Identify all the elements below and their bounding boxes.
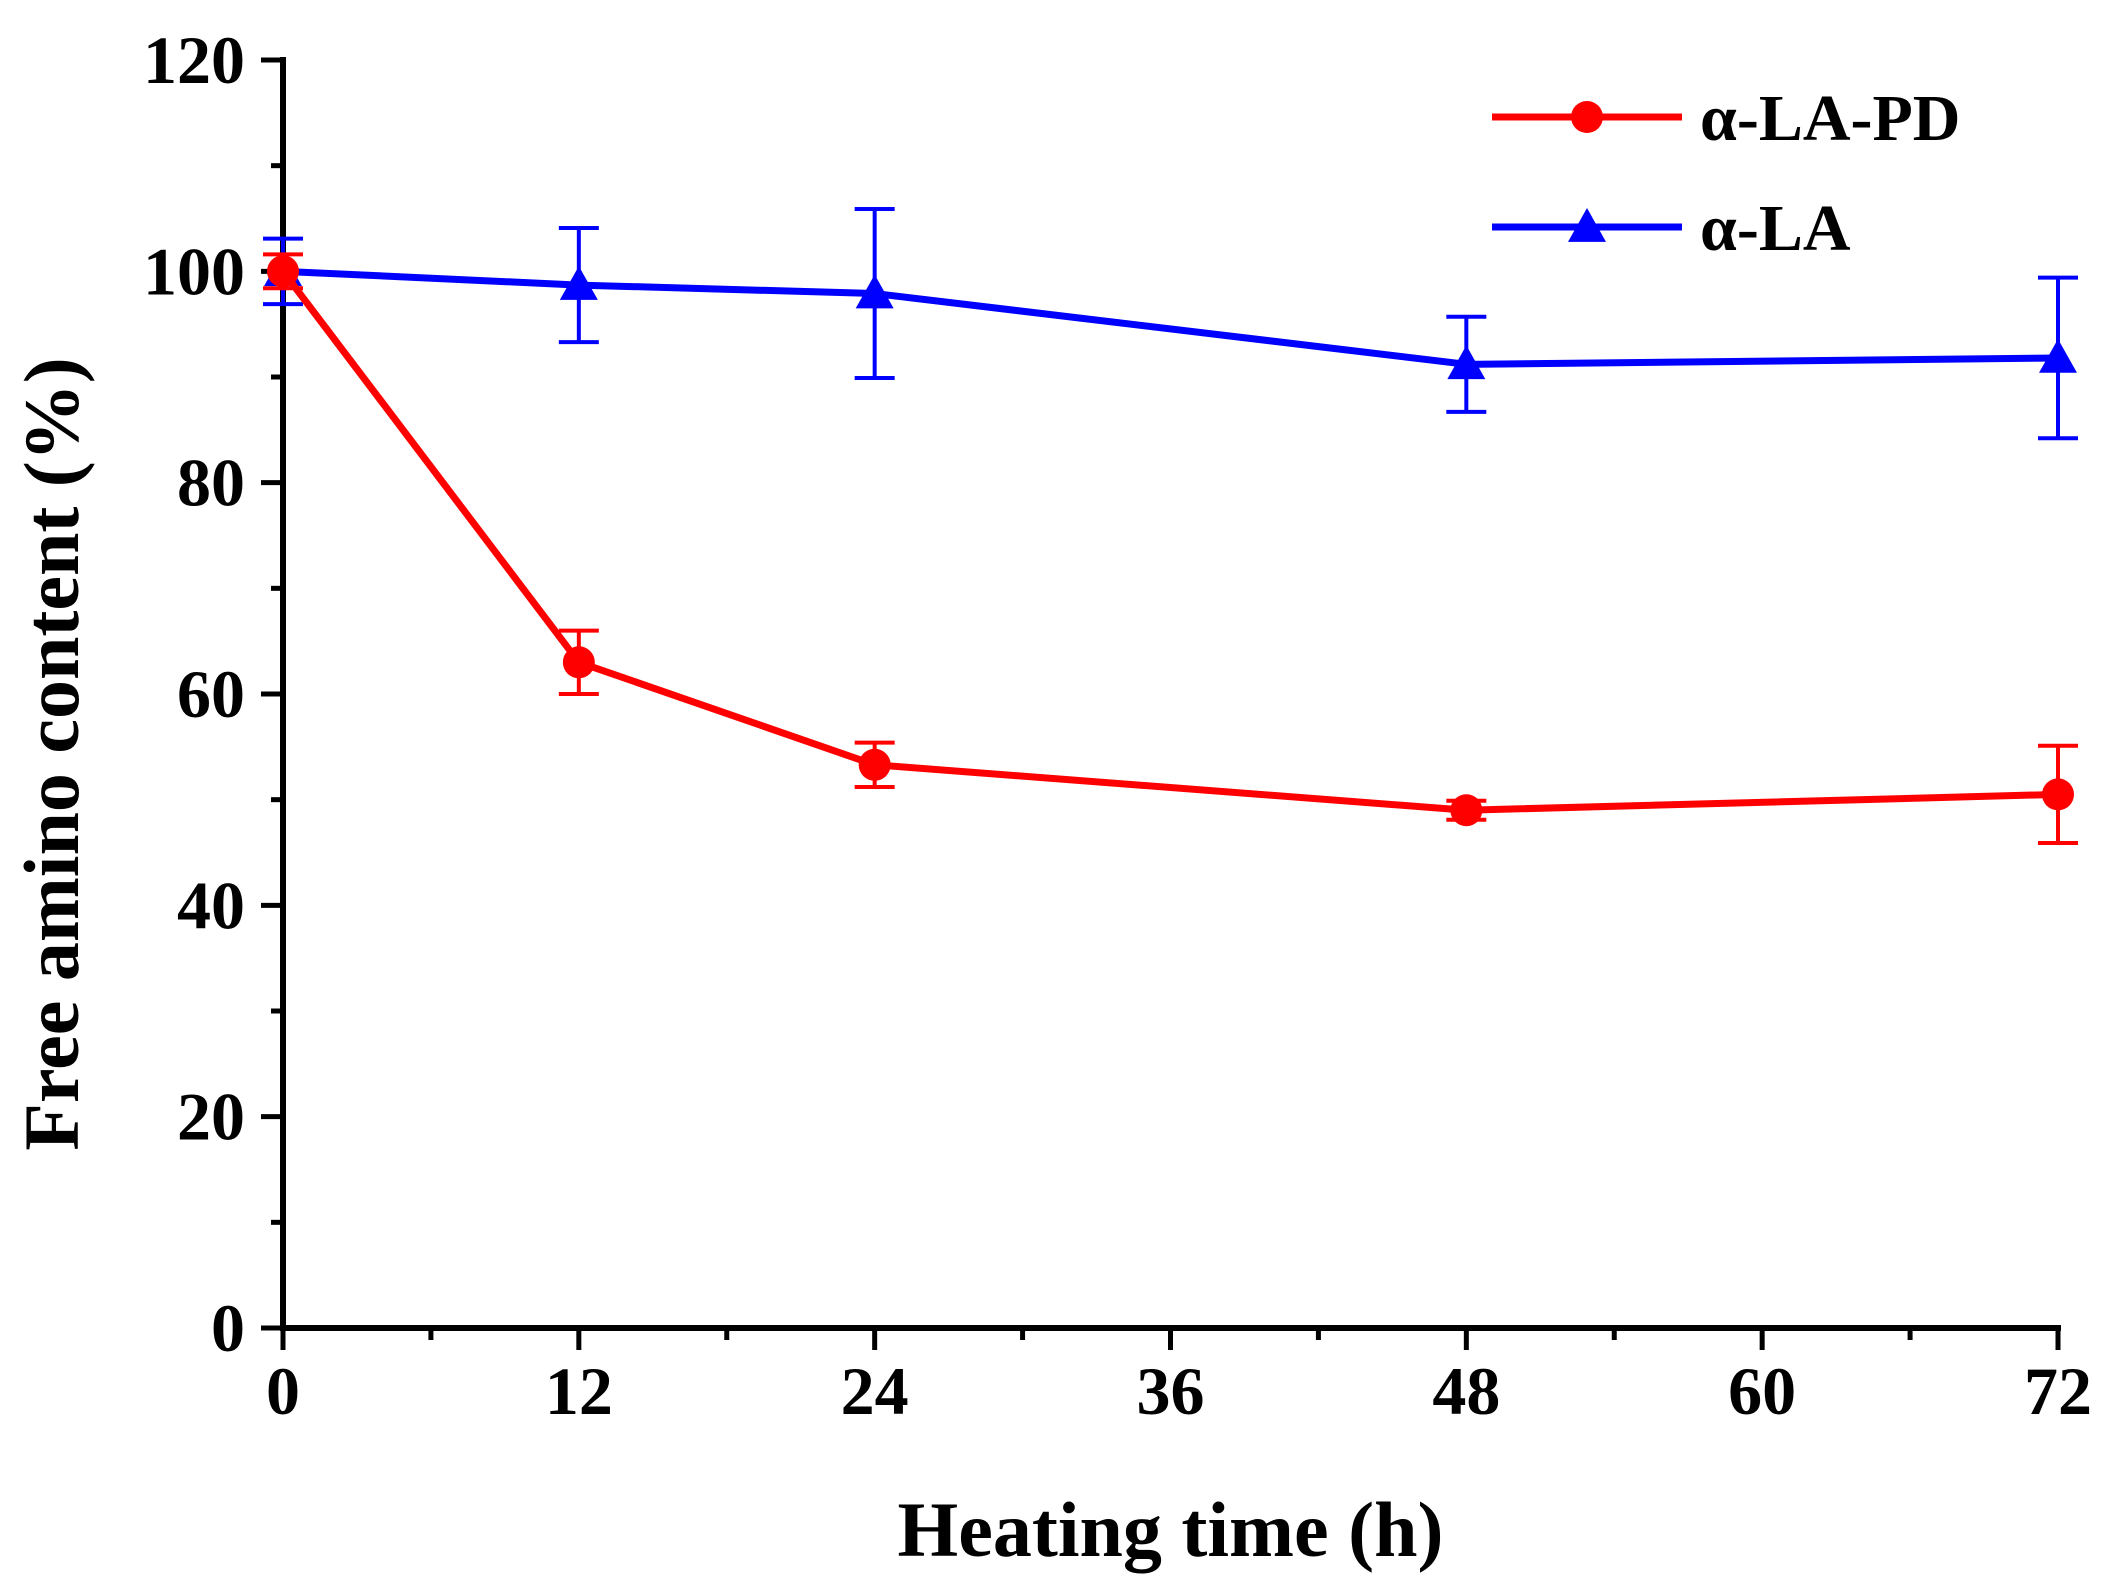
y-tick-label: 120 [143, 22, 245, 98]
legend-label: α-LA [1700, 192, 1851, 265]
data-point [559, 266, 598, 300]
series-line [282, 267, 2059, 368]
y-axis-title: Free amino content (%) [8, 357, 95, 1151]
y-tick-label: 60 [177, 656, 245, 732]
series-alpha-la-pd [263, 252, 2078, 845]
x-tick-label: 0 [266, 1353, 300, 1429]
data-point [2042, 778, 2074, 811]
x-tick-label: 60 [1728, 1353, 1796, 1429]
legend-swatch-marker [1568, 208, 1606, 242]
y-tick-label: 0 [211, 1290, 245, 1366]
data-point [1447, 345, 1486, 380]
data-point [855, 274, 894, 309]
y-tick-label: 40 [177, 867, 245, 943]
x-tick-label: 36 [1137, 1353, 1205, 1429]
y-tick-label: 20 [177, 1079, 245, 1155]
legend-swatch-marker [1571, 101, 1603, 133]
x-tick-label: 72 [2024, 1353, 2092, 1429]
x-tick-label: 24 [841, 1353, 909, 1429]
data-point [1450, 794, 1483, 827]
data-point [2039, 338, 2077, 373]
data-point [858, 748, 891, 781]
legend-label: α-LA-PD [1700, 82, 1960, 155]
x-tick-label: 12 [545, 1353, 613, 1429]
data-point [267, 255, 299, 288]
legend-item: α-LA-PD [1492, 82, 1960, 155]
y-tick-label: 80 [177, 445, 245, 521]
series-line [280, 269, 2059, 814]
series-layer [263, 206, 2078, 845]
data-point [562, 646, 595, 679]
legend: α-LA-PD α-LA [1492, 82, 1960, 265]
y-tick-label: 100 [143, 233, 245, 309]
x-tick-label: 48 [1432, 1353, 1500, 1429]
series-alpha-la [263, 206, 2078, 441]
legend-item: α-LA [1492, 192, 1851, 265]
axes: 0 20 40 60 80 100 120 0 12 24 36 48 60 72 [143, 22, 2092, 1429]
x-axis-title: Heating time (h) [898, 1486, 1444, 1573]
